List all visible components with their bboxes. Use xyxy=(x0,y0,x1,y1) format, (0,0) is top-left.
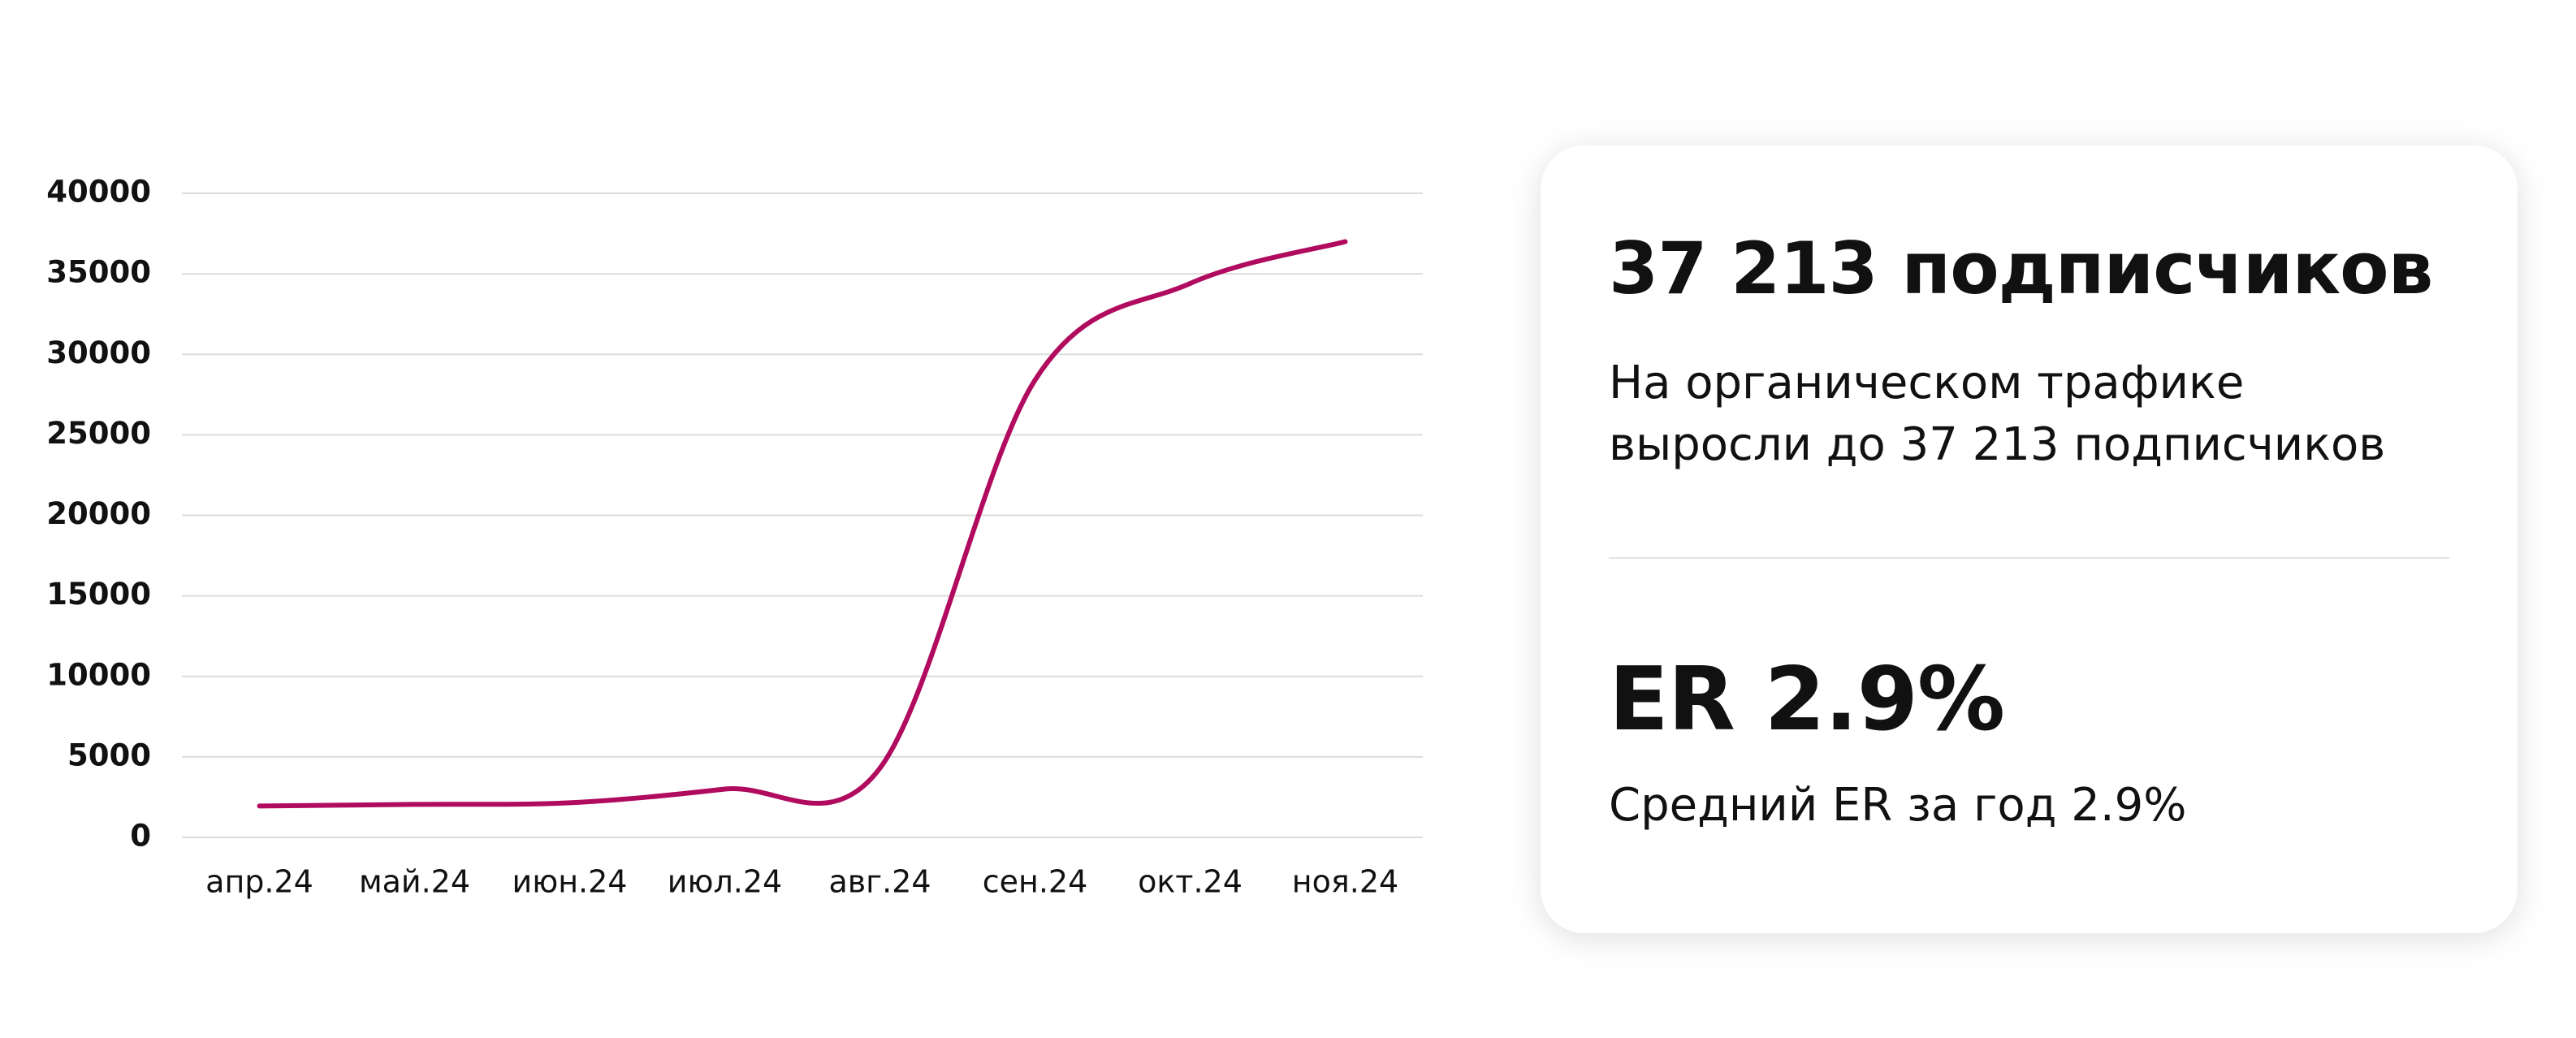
x-tick-label: ноя.24 xyxy=(1292,864,1398,900)
y-tick-label: 30000 xyxy=(46,335,151,370)
x-tick-label: окт.24 xyxy=(1138,864,1243,900)
x-tick-label: сен.24 xyxy=(983,864,1088,900)
metric: ER 2.9% xyxy=(1609,649,2005,750)
series-line xyxy=(257,239,1348,809)
description-line: На органическом трафике xyxy=(1609,357,2245,409)
y-tick-label: 20000 xyxy=(46,496,151,531)
y-tick-label: 15000 xyxy=(46,577,151,612)
description-line: выросли до 37 213 подписчиков xyxy=(1609,418,2386,471)
y-tick-label: 40000 xyxy=(46,175,151,210)
metric-caption: Средний ER за год 2.9% xyxy=(1609,779,2187,832)
y-tick-label: 35000 xyxy=(46,255,151,290)
description: На органическом трафике выросли до 37 21… xyxy=(1609,352,2385,476)
x-tick-label: авг.24 xyxy=(828,864,931,900)
summary-card: 37 213 подписчиков На органическом трафи… xyxy=(1541,145,2518,933)
y-tick-label: 10000 xyxy=(46,657,151,692)
x-tick-label: июн.24 xyxy=(512,864,628,900)
x-tick-label: июл.24 xyxy=(668,864,782,900)
y-tick-label: 25000 xyxy=(46,416,151,451)
x-tick-label: апр.24 xyxy=(205,864,313,900)
divider xyxy=(1609,557,2449,559)
y-tick-label: 0 xyxy=(130,819,151,854)
headline: 37 213 подписчиков xyxy=(1609,227,2433,310)
y-tick-label: 5000 xyxy=(67,737,151,772)
chart: 0 5000 10000 15000 20000 25000 30000 35000 40000… xyxy=(46,175,1423,900)
x-tick-label: май.24 xyxy=(359,864,470,900)
